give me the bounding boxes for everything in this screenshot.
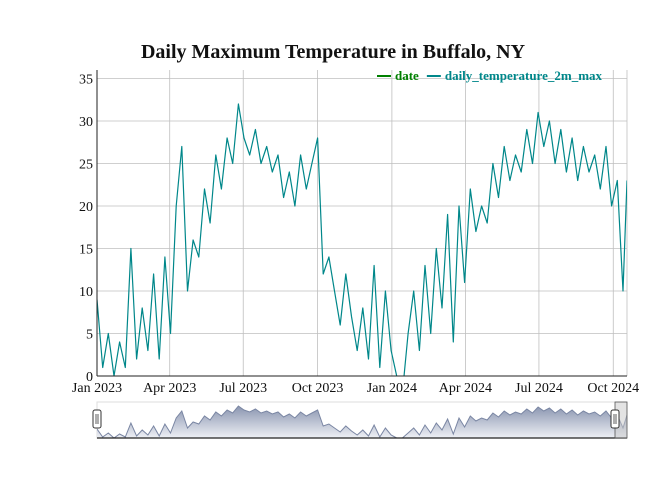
range-slider[interactable] [92, 401, 628, 439]
axes: 0 5 10 15 20 25 30 35 Jan 2023 Apr 2023 Jul 2023 Oc… [72, 70, 639, 396]
legend-item-date[interactable]: date [395, 68, 419, 83]
legend[interactable]: date daily_temperature_2m_max [377, 68, 603, 83]
chart-title: Daily Maximum Temperature in Buffalo, NY [141, 41, 526, 63]
x-tick-label: Jan 2024 [367, 381, 417, 396]
range-slider-area [97, 406, 627, 438]
y-tick-label: 35 [79, 73, 93, 88]
range-slider-line [97, 405, 627, 438]
x-tick-label: Oct 2023 [292, 381, 344, 396]
range-slider-handle-right[interactable] [610, 409, 620, 429]
series-line-temperature [97, 103, 627, 376]
grid [96, 70, 628, 377]
x-tick-label: Jul 2024 [515, 381, 563, 396]
x-tick-label: Jan 2023 [72, 381, 122, 396]
x-tick-label: Oct 2024 [587, 381, 639, 396]
x-tick-label: Apr 2024 [439, 381, 492, 396]
y-tick-label: 10 [79, 285, 93, 300]
y-tick-label: 0 [86, 370, 93, 385]
y-tick-label: 15 [79, 243, 93, 258]
y-tick-label: 30 [79, 115, 93, 130]
y-tick-label: 20 [79, 200, 93, 215]
y-tick-label: 5 [86, 328, 93, 343]
legend-item-temperature[interactable]: daily_temperature_2m_max [445, 68, 603, 83]
series-layer [97, 103, 627, 376]
x-tick-label: Jul 2023 [219, 381, 267, 396]
y-tick-label: 25 [79, 158, 93, 173]
range-slider-handle-left[interactable] [92, 409, 102, 429]
x-tick-label: Apr 2023 [143, 381, 196, 396]
